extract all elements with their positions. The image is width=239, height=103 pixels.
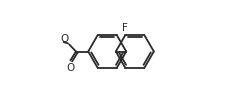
Text: O: O — [66, 63, 75, 73]
Text: O: O — [61, 34, 69, 44]
Text: F: F — [122, 23, 128, 33]
